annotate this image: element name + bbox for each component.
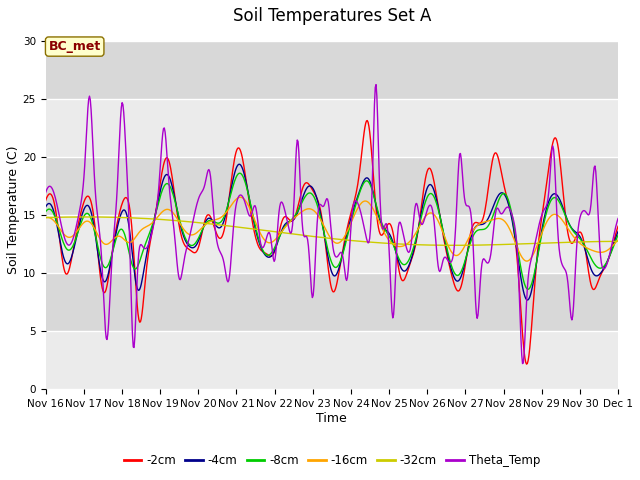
Bar — [45, 41, 618, 99]
Bar — [45, 99, 618, 157]
Y-axis label: Soil Temperature (C): Soil Temperature (C) — [7, 145, 20, 274]
Title: Soil Temperatures Set A: Soil Temperatures Set A — [233, 7, 431, 25]
Text: BC_met: BC_met — [49, 40, 101, 53]
Bar — [45, 157, 618, 215]
Bar — [45, 273, 618, 331]
Legend: -2cm, -4cm, -8cm, -16cm, -32cm, Theta_Temp: -2cm, -4cm, -8cm, -16cm, -32cm, Theta_Te… — [119, 449, 545, 472]
Bar — [45, 215, 618, 273]
X-axis label: Time: Time — [317, 412, 348, 425]
Bar — [45, 331, 618, 389]
